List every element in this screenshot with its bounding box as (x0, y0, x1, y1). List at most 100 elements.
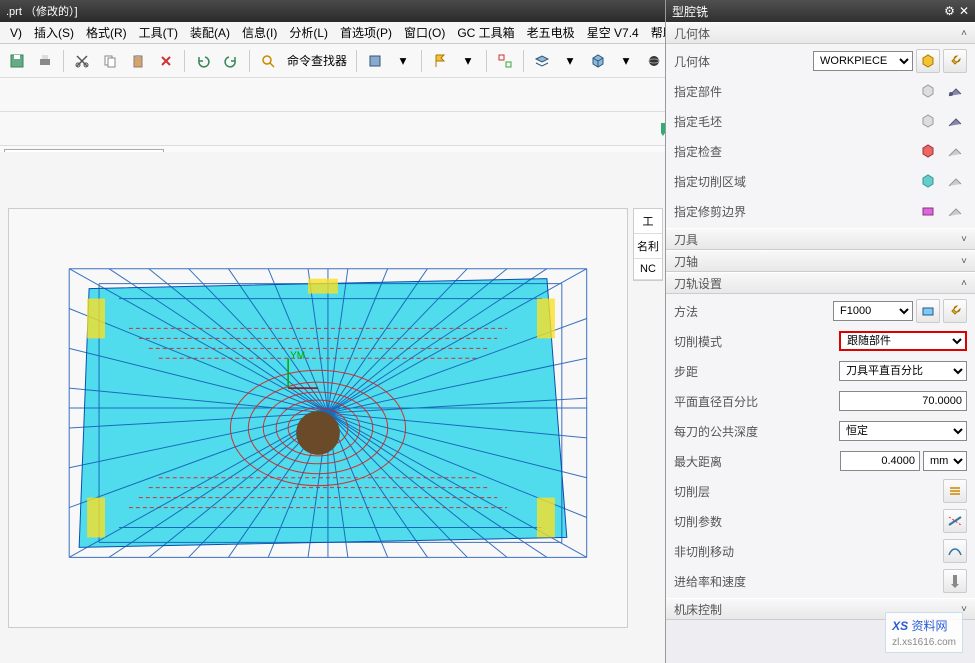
menu-item[interactable]: 星空 V7.4 (581, 22, 645, 43)
flag-icon[interactable] (427, 48, 453, 74)
layer-icon[interactable] (529, 48, 555, 74)
navigator-stub: 工 名利 NC (633, 208, 663, 281)
nav-tab[interactable]: 名利 (634, 234, 662, 259)
label-part: 指定部件 (674, 83, 784, 100)
cut-icon[interactable] (69, 48, 95, 74)
edit-method-icon[interactable] (943, 299, 967, 323)
menu-item[interactable]: 老五电极 (521, 22, 581, 43)
step-select[interactable]: 刀具平直百分比 (839, 361, 967, 381)
select-cutarea-icon[interactable] (916, 169, 940, 193)
delete-icon[interactable] (153, 48, 179, 74)
menu-item[interactable]: 首选项(P) (334, 22, 398, 43)
label-max-dist: 最大距离 (674, 453, 784, 470)
model-viewport[interactable]: YM (8, 208, 628, 628)
select-blank-icon[interactable] (916, 109, 940, 133)
chevron-up-icon: ˄ (961, 278, 967, 289)
display-blank-icon[interactable] (943, 109, 967, 133)
section-body-path: 方法 F1000 切削模式 跟随部件 步距 刀具平直百分比 平面直径百分比 (666, 294, 975, 598)
label-cutarea: 指定切削区域 (674, 173, 784, 190)
section-title: 机床控制 (674, 601, 722, 618)
command-finder-label: 命令查找器 (283, 52, 351, 69)
label-trim: 指定修剪边界 (674, 203, 784, 220)
depth-per-select[interactable]: 恒定 (839, 421, 967, 441)
plane-pct-input[interactable] (839, 391, 967, 411)
select-trim-icon[interactable] (916, 199, 940, 223)
label-method: 方法 (674, 303, 784, 320)
sphere-icon[interactable] (641, 48, 667, 74)
section-title: 刀轨设置 (674, 275, 722, 292)
display-trim-icon[interactable] (943, 199, 967, 223)
toolpath-visualization: YM (9, 209, 627, 627)
display-check-icon[interactable] (943, 139, 967, 163)
window-title: .prt （修改的）] (6, 3, 78, 19)
edit-geometry-icon[interactable] (943, 49, 967, 73)
chevron-down-icon: ˅ (961, 256, 967, 267)
new-geometry-icon[interactable] (916, 49, 940, 73)
label-noncut: 非切削移动 (674, 543, 784, 560)
label-blank: 指定毛坯 (674, 113, 784, 130)
cutmode-select[interactable]: 跟随部件 (839, 331, 967, 351)
paste-icon[interactable] (125, 48, 151, 74)
feed-icon[interactable] (943, 569, 967, 593)
tool-icon[interactable] (362, 48, 388, 74)
menu-item[interactable]: GC 工具箱 (451, 22, 520, 43)
menu-item[interactable]: 装配(A) (184, 22, 236, 43)
copy-icon[interactable] (97, 48, 123, 74)
watermark-brand: XS (892, 619, 908, 633)
display-cutarea-icon[interactable] (943, 169, 967, 193)
dialog-title: 型腔铣 (672, 3, 708, 20)
undo-icon[interactable] (190, 48, 216, 74)
max-dist-input[interactable] (840, 451, 920, 471)
gear-icon[interactable]: ⚙ (944, 4, 955, 18)
menu-item[interactable]: 窗口(O) (398, 22, 451, 43)
tool-icon[interactable]: ▾ (613, 48, 639, 74)
label-cutmode: 切削模式 (674, 333, 784, 350)
section-header-axis[interactable]: 刀轴 ˅ (666, 250, 975, 272)
label-depth-per: 每刀的公共深度 (674, 423, 784, 440)
label-feed: 进给率和速度 (674, 573, 784, 590)
save-icon[interactable] (4, 48, 30, 74)
select-part-icon[interactable] (916, 79, 940, 103)
section-header-path[interactable]: 刀轨设置 ˄ (666, 272, 975, 294)
display-part-icon[interactable] (943, 79, 967, 103)
operation-dialog: 型腔铣 ⚙ ✕ 几何体 ˄ 几何体 WORKPIECE 指定部件 指定毛坯 (665, 0, 975, 663)
section-title: 刀轴 (674, 253, 698, 270)
cut-params-icon[interactable] (943, 509, 967, 533)
label-cut-layer: 切削层 (674, 483, 784, 500)
label-geometry: 几何体 (674, 53, 784, 70)
section-header-geometry[interactable]: 几何体 ˄ (666, 22, 975, 44)
max-dist-unit-select[interactable]: mm (923, 451, 967, 471)
section-header-tool[interactable]: 刀具 ˅ (666, 228, 975, 250)
chevron-up-icon: ˄ (961, 28, 967, 39)
command-finder-icon[interactable] (255, 48, 281, 74)
new-method-icon[interactable] (916, 299, 940, 323)
watermark-domain: zl.xs1616.com (892, 637, 956, 648)
menu-item[interactable]: 分析(L) (283, 22, 334, 43)
menu-item[interactable]: 插入(S) (28, 22, 80, 43)
redo-icon[interactable] (218, 48, 244, 74)
tool-icon[interactable]: ▾ (557, 48, 583, 74)
cut-layer-icon[interactable] (943, 479, 967, 503)
nav-tab[interactable]: NC (634, 259, 662, 280)
print-icon[interactable] (32, 48, 58, 74)
tool-icon[interactable]: ▾ (455, 48, 481, 74)
svg-text:YM: YM (290, 350, 305, 361)
menu-item[interactable]: 格式(R) (80, 22, 133, 43)
label-plane-pct: 平面直径百分比 (674, 393, 784, 410)
close-icon[interactable]: ✕ (959, 4, 969, 18)
section-title: 刀具 (674, 231, 698, 248)
menu-item[interactable]: 信息(I) (236, 22, 283, 43)
geometry-select[interactable]: WORKPIECE (813, 51, 913, 71)
pick-icon[interactable] (492, 48, 518, 74)
select-check-icon[interactable] (916, 139, 940, 163)
tool-icon[interactable]: ▾ (390, 48, 416, 74)
nav-tab[interactable]: 工 (634, 209, 662, 234)
method-select[interactable]: F1000 (833, 301, 913, 321)
graphics-area: 工 名利 NC (0, 152, 665, 663)
box-icon[interactable] (585, 48, 611, 74)
noncut-icon[interactable] (943, 539, 967, 563)
menu-item[interactable]: V) (4, 24, 28, 42)
menu-item[interactable]: 工具(T) (133, 22, 184, 43)
section-body-geometry: 几何体 WORKPIECE 指定部件 指定毛坯 指定检查 (666, 44, 975, 228)
chevron-down-icon: ˅ (961, 234, 967, 245)
